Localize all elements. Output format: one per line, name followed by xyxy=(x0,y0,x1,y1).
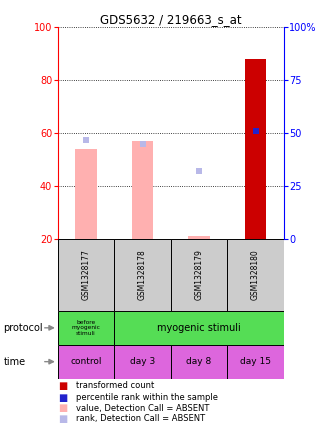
Bar xyxy=(58,311,114,345)
Text: ■: ■ xyxy=(58,381,67,391)
Bar xyxy=(188,236,210,239)
Text: time: time xyxy=(3,357,25,367)
Point xyxy=(196,168,202,175)
Bar xyxy=(75,149,97,239)
Text: day 8: day 8 xyxy=(186,357,212,366)
Bar xyxy=(245,59,266,239)
Text: ■: ■ xyxy=(58,393,67,403)
Title: GDS5632 / 219663_s_at: GDS5632 / 219663_s_at xyxy=(100,14,242,26)
Bar xyxy=(171,239,227,311)
Text: GSM1328177: GSM1328177 xyxy=(82,250,90,300)
Bar xyxy=(58,239,114,311)
Bar xyxy=(171,345,227,379)
Text: GSM1328179: GSM1328179 xyxy=(194,250,204,300)
Point xyxy=(253,128,258,135)
Text: myogenic stimuli: myogenic stimuli xyxy=(157,323,241,333)
Text: percentile rank within the sample: percentile rank within the sample xyxy=(76,393,218,402)
Bar xyxy=(58,345,114,379)
Bar xyxy=(132,141,153,239)
Bar xyxy=(114,311,284,345)
Text: value, Detection Call = ABSENT: value, Detection Call = ABSENT xyxy=(76,404,209,413)
Bar xyxy=(114,239,171,311)
Text: day 3: day 3 xyxy=(130,357,155,366)
Text: GSM1328180: GSM1328180 xyxy=(251,250,260,300)
Text: ■: ■ xyxy=(58,403,67,413)
Bar xyxy=(227,239,284,311)
Text: protocol: protocol xyxy=(3,323,43,333)
Point xyxy=(140,140,145,147)
Text: before
myogenic
stimuli: before myogenic stimuli xyxy=(72,320,100,336)
Text: ■: ■ xyxy=(58,414,67,423)
Text: control: control xyxy=(70,357,102,366)
Bar xyxy=(114,345,171,379)
Text: transformed count: transformed count xyxy=(76,381,154,390)
Text: rank, Detection Call = ABSENT: rank, Detection Call = ABSENT xyxy=(76,414,205,423)
Bar xyxy=(227,345,284,379)
Text: day 15: day 15 xyxy=(240,357,271,366)
Point xyxy=(83,136,89,143)
Text: GSM1328178: GSM1328178 xyxy=(138,250,147,300)
